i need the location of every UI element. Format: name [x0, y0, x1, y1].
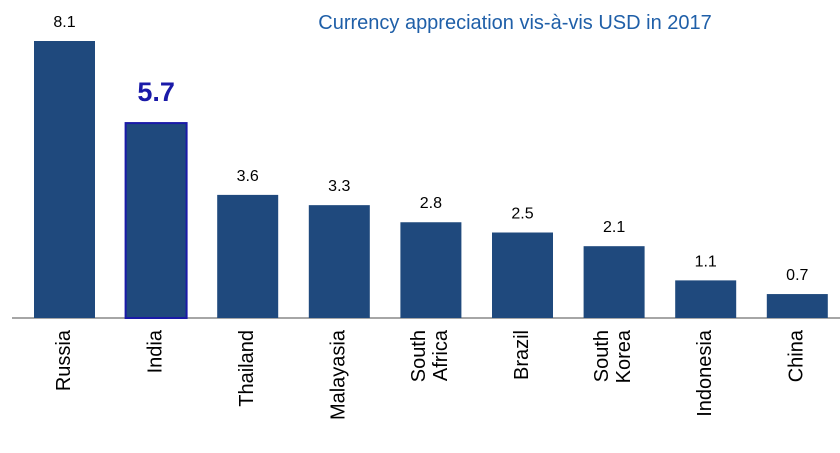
value-label: 5.7	[137, 77, 175, 107]
bar	[124, 122, 188, 319]
chart-title: Currency appreciation vis-à-vis USD in 2…	[318, 12, 712, 34]
value-label: 2.8	[420, 195, 442, 212]
x-tick-label: Indonesia	[694, 329, 716, 417]
x-tick-label: China	[786, 329, 808, 382]
value-label: 2.1	[603, 219, 625, 236]
bar	[34, 41, 95, 318]
value-label: 1.1	[695, 253, 717, 270]
value-label: 0.7	[786, 267, 808, 284]
value-label: 8.1	[53, 14, 75, 31]
bar	[217, 194, 279, 318]
x-tick-label: Russia	[53, 329, 75, 391]
bar	[492, 232, 553, 318]
x-tick-label: India	[144, 329, 166, 373]
x-tick-label: SouthKorea	[591, 329, 635, 383]
bar	[675, 280, 737, 318]
bar	[308, 205, 370, 318]
value-label: 2.5	[511, 206, 533, 223]
x-tick-label: Thailand	[236, 330, 258, 407]
x-tick-label: Brazil	[511, 330, 533, 380]
bar	[400, 222, 462, 318]
x-tick-label: SouthAfrica	[408, 329, 452, 382]
x-tick-label: Malayasia	[328, 329, 350, 420]
bar	[766, 294, 828, 318]
value-label: 3.6	[237, 168, 259, 185]
value-label: 3.3	[328, 178, 350, 195]
bar	[583, 246, 645, 318]
